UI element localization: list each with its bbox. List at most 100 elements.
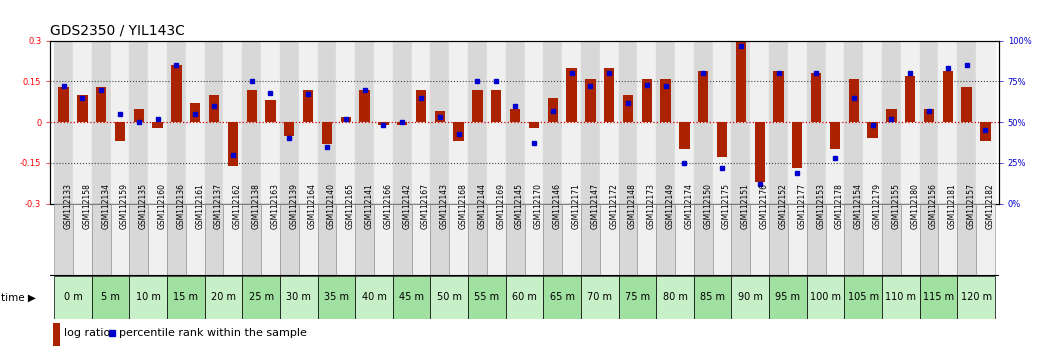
Text: GSM112171: GSM112171	[572, 183, 580, 229]
Bar	[844, 204, 863, 276]
Bar	[769, 41, 788, 204]
Bar	[693, 276, 731, 319]
Bar	[792, 122, 802, 168]
Bar	[265, 101, 276, 122]
Bar	[882, 276, 920, 319]
Bar	[623, 95, 634, 122]
Bar	[562, 204, 581, 276]
Bar	[318, 276, 356, 319]
Bar	[91, 204, 110, 276]
Text: GSM112156: GSM112156	[929, 183, 938, 229]
Bar	[73, 41, 91, 204]
Text: 80 m: 80 m	[663, 292, 687, 302]
Bar	[392, 204, 411, 276]
Text: GSM112150: GSM112150	[703, 183, 712, 229]
Bar	[807, 276, 844, 319]
Bar	[280, 276, 318, 319]
Bar	[529, 122, 539, 127]
Bar	[303, 90, 314, 122]
Bar	[472, 90, 483, 122]
Text: GSM112164: GSM112164	[308, 183, 317, 229]
Text: 75 m: 75 m	[625, 292, 650, 302]
Bar	[524, 204, 543, 276]
Bar	[619, 276, 657, 319]
Text: GSM112172: GSM112172	[609, 183, 618, 229]
Bar	[773, 70, 784, 122]
Text: percentile rank within the sample: percentile rank within the sample	[120, 328, 307, 338]
Text: GSM112178: GSM112178	[835, 183, 844, 229]
Bar	[693, 204, 712, 276]
Bar	[981, 122, 990, 141]
Text: 5 m: 5 m	[101, 292, 120, 302]
Bar	[548, 98, 558, 122]
Bar	[186, 204, 205, 276]
Text: GSM112133: GSM112133	[64, 183, 72, 229]
Text: GSM112161: GSM112161	[195, 183, 205, 229]
Text: GSM112174: GSM112174	[684, 183, 693, 229]
Bar	[868, 122, 878, 138]
Bar	[110, 41, 129, 204]
Text: 35 m: 35 m	[324, 292, 349, 302]
Bar	[129, 276, 167, 319]
Bar	[830, 122, 840, 149]
Bar	[731, 41, 750, 204]
Text: GSM112144: GSM112144	[477, 183, 487, 229]
Bar	[958, 276, 994, 319]
Bar	[769, 276, 807, 319]
Text: GSM112138: GSM112138	[252, 183, 261, 229]
Bar	[318, 41, 337, 204]
Bar	[543, 41, 562, 204]
Text: GSM112166: GSM112166	[383, 183, 392, 229]
Text: GSM112146: GSM112146	[553, 183, 561, 229]
Bar	[731, 204, 750, 276]
Bar	[642, 79, 652, 122]
Bar	[167, 204, 186, 276]
Bar	[581, 204, 600, 276]
Text: GSM112148: GSM112148	[628, 183, 637, 229]
Text: GSM112159: GSM112159	[120, 183, 129, 229]
Bar	[675, 41, 693, 204]
Bar	[901, 41, 920, 204]
Text: GSM112145: GSM112145	[515, 183, 524, 229]
Bar	[228, 122, 238, 166]
Bar	[148, 204, 167, 276]
Bar	[693, 41, 712, 204]
Bar	[976, 204, 994, 276]
Bar	[52, 324, 60, 346]
Bar	[491, 90, 501, 122]
Bar	[55, 41, 73, 204]
Text: GSM112135: GSM112135	[138, 183, 148, 229]
Bar	[543, 276, 581, 319]
Text: GDS2350 / YIL143C: GDS2350 / YIL143C	[50, 23, 186, 37]
Bar	[657, 204, 675, 276]
Bar	[133, 109, 144, 122]
Text: GSM112155: GSM112155	[892, 183, 900, 229]
Bar	[920, 276, 958, 319]
Bar	[129, 204, 148, 276]
Bar	[242, 204, 261, 276]
Bar	[318, 204, 337, 276]
Bar	[657, 276, 693, 319]
Bar	[510, 109, 520, 122]
Text: GSM112143: GSM112143	[440, 183, 449, 229]
Bar	[152, 122, 163, 127]
Text: GSM112179: GSM112179	[873, 183, 881, 229]
Text: 0 m: 0 m	[64, 292, 82, 302]
Bar	[638, 41, 657, 204]
Bar	[468, 204, 487, 276]
Text: log ratio: log ratio	[64, 328, 110, 338]
Bar	[698, 70, 708, 122]
Bar	[468, 41, 487, 204]
Bar	[566, 68, 577, 122]
Bar	[905, 76, 916, 122]
Text: GSM112177: GSM112177	[797, 183, 807, 229]
Bar	[242, 41, 261, 204]
Text: 40 m: 40 m	[362, 292, 386, 302]
Bar	[844, 276, 882, 319]
Bar	[356, 41, 374, 204]
Bar	[581, 41, 600, 204]
Bar	[581, 276, 619, 319]
Bar	[661, 79, 670, 122]
Bar	[360, 90, 369, 122]
Bar	[882, 204, 901, 276]
